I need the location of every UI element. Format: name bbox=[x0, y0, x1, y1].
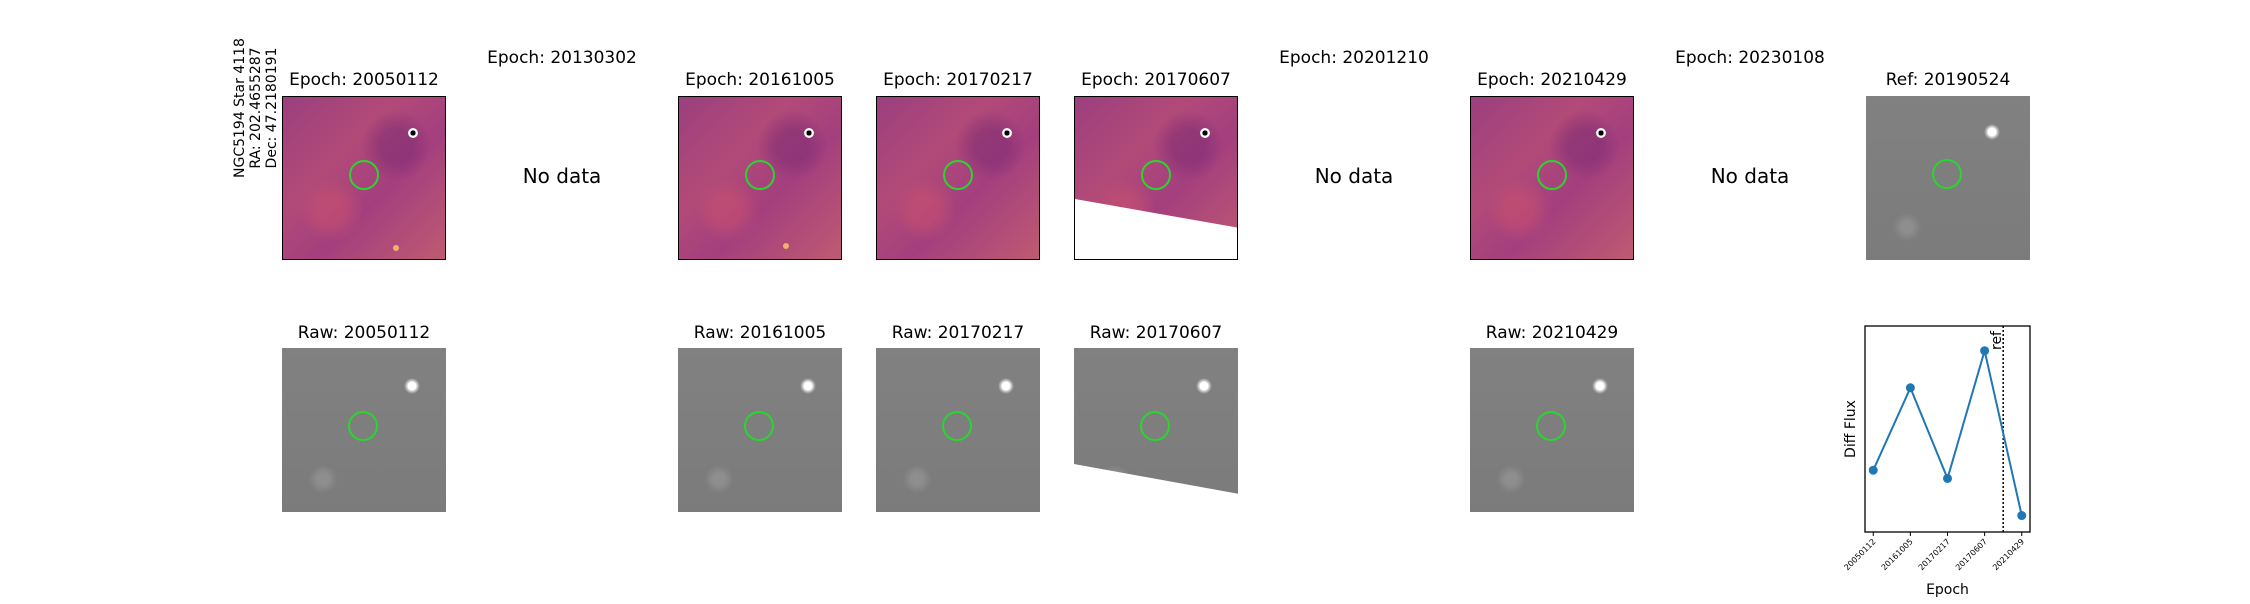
diff-title-6: Epoch: 20210429 bbox=[1477, 70, 1627, 90]
bright-star bbox=[404, 378, 420, 394]
target-circle bbox=[1141, 160, 1171, 190]
target-circle bbox=[745, 160, 775, 190]
star-name: NGC5194 Star 4118 bbox=[232, 38, 248, 178]
target-circle bbox=[942, 411, 972, 441]
data-point bbox=[1980, 346, 1990, 356]
faint-source bbox=[783, 243, 789, 249]
bright-star bbox=[1001, 127, 1013, 139]
no-data-text: No data bbox=[1710, 164, 1790, 188]
raw-title-2: Raw: 20170217 bbox=[891, 323, 1025, 343]
light-curve-chart: ref 20050112 20161005 20170217 20170607 20210… bbox=[1830, 320, 2050, 604]
diff-image-2 bbox=[678, 96, 842, 260]
raw-image-2 bbox=[876, 348, 1040, 512]
diff-title-1: Epoch: 20130302 bbox=[487, 48, 637, 68]
bright-star bbox=[803, 127, 815, 139]
bright-star bbox=[407, 127, 419, 139]
raw-image-4 bbox=[1470, 348, 1634, 512]
raw-title-4: Raw: 20210429 bbox=[1485, 323, 1619, 343]
target-circle bbox=[1140, 411, 1170, 441]
dec-value: Dec: 47.2180191 bbox=[264, 47, 280, 169]
bright-star bbox=[1592, 378, 1608, 394]
bright-star bbox=[1196, 378, 1212, 394]
bright-star bbox=[1199, 127, 1211, 139]
plot-frame bbox=[1864, 325, 2031, 533]
y-axis-label: Diff Flux bbox=[1843, 400, 1859, 458]
raw-title-0: Raw: 20050112 bbox=[297, 323, 431, 343]
raw-image-1 bbox=[678, 348, 842, 512]
target-circle bbox=[348, 411, 378, 441]
diff-image-4 bbox=[1074, 96, 1238, 260]
series-line bbox=[1872, 350, 2023, 516]
ra-value: RA: 202.4655287 bbox=[248, 47, 264, 169]
target-circle bbox=[1537, 160, 1567, 190]
raw-title-1: Raw: 20161005 bbox=[693, 323, 827, 343]
ref-title: Ref: 20190524 bbox=[1885, 70, 2011, 90]
diff-title-5: Epoch: 20201210 bbox=[1279, 48, 1429, 68]
bright-star bbox=[998, 378, 1014, 394]
no-data-text: No data bbox=[1314, 164, 1394, 188]
target-circle bbox=[1932, 159, 1962, 189]
raw-title-3: Raw: 20170607 bbox=[1089, 323, 1223, 343]
data-point bbox=[1905, 383, 1915, 393]
target-circle bbox=[943, 160, 973, 190]
side-label: NGC5194 Star 4118 RA: 202.4655287 Dec: 4… bbox=[232, 38, 280, 178]
diff-title-4: Epoch: 20170607 bbox=[1081, 70, 1231, 90]
light-curve-svg: ref 20050112 20161005 20170217 20170607 20210… bbox=[1843, 325, 2031, 598]
x-tick-label: 20050112 bbox=[1843, 537, 1878, 572]
x-tick-label: 20210429 bbox=[1991, 537, 2026, 572]
data-point bbox=[1868, 465, 1878, 475]
diff-image-0 bbox=[282, 96, 446, 260]
no-coverage-mask bbox=[1074, 464, 1238, 512]
data-point bbox=[2017, 511, 2027, 521]
reference-image bbox=[1866, 96, 2030, 260]
data-point bbox=[1943, 473, 1952, 483]
target-circle bbox=[744, 411, 774, 441]
ref-marker-label: ref bbox=[1989, 330, 2005, 350]
target-circle bbox=[349, 160, 379, 190]
x-tick-label: 20170217 bbox=[1917, 537, 1952, 572]
no-data-text: No data bbox=[522, 164, 602, 188]
x-axis-label: Epoch bbox=[1926, 582, 1969, 598]
x-tick-label: 20170607 bbox=[1954, 537, 1989, 572]
diff-title-7: Epoch: 20230108 bbox=[1675, 48, 1825, 68]
raw-image-3 bbox=[1074, 348, 1238, 512]
diff-title-3: Epoch: 20170217 bbox=[883, 70, 1033, 90]
diff-image-3 bbox=[876, 96, 1040, 260]
x-tick-label: 20161005 bbox=[1880, 537, 1915, 572]
diff-title-2: Epoch: 20161005 bbox=[685, 70, 835, 90]
raw-image-0 bbox=[282, 348, 446, 512]
faint-source bbox=[393, 245, 399, 251]
bright-star bbox=[800, 378, 816, 394]
diff-image-6 bbox=[1470, 96, 1634, 260]
bright-star bbox=[1984, 124, 2000, 140]
diff-title-0: Epoch: 20050112 bbox=[289, 70, 439, 90]
target-circle bbox=[1536, 411, 1566, 441]
no-coverage-mask bbox=[1075, 199, 1237, 259]
bright-star bbox=[1595, 127, 1607, 139]
